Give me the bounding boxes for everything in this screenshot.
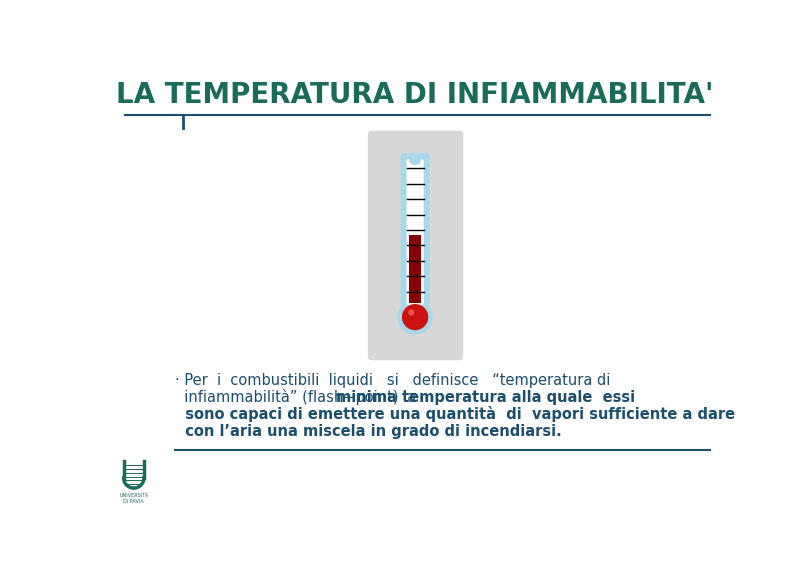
Text: con l’aria una miscela in grado di incendiarsi.: con l’aria una miscela in grado di incen… <box>175 424 561 438</box>
FancyBboxPatch shape <box>407 159 424 305</box>
FancyBboxPatch shape <box>401 154 429 310</box>
Text: infiammabilità” (flash−point) la: infiammabilità” (flash−point) la <box>175 389 420 405</box>
Text: minima temperatura alla quale  essi: minima temperatura alla quale essi <box>336 390 635 405</box>
Circle shape <box>410 154 420 165</box>
FancyBboxPatch shape <box>368 131 463 360</box>
Circle shape <box>402 304 428 330</box>
Circle shape <box>408 310 415 316</box>
Circle shape <box>398 300 433 334</box>
Bar <box>409 235 421 303</box>
Text: sono capaci di emettere una quantità  di  vapori sufficiente a dare: sono capaci di emettere una quantità di … <box>175 406 735 422</box>
Text: UNIVERSITÀ
DI PAVIA: UNIVERSITÀ DI PAVIA <box>119 494 148 504</box>
Text: · Per  i  combustibili  liquidi   si   definisce   “temperatura di: · Per i combustibili liquidi si definisc… <box>175 373 610 388</box>
Text: LA TEMPERATURA DI INFIAMMABILITA': LA TEMPERATURA DI INFIAMMABILITA' <box>117 82 714 109</box>
